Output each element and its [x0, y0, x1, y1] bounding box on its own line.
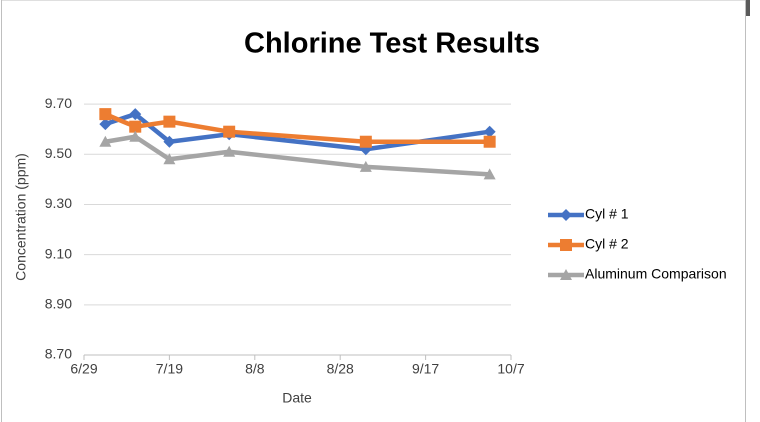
legend-label: Aluminum Comparison	[585, 266, 727, 282]
x-tick-label: 8/8	[245, 361, 265, 377]
x-tick-label: 9/17	[412, 361, 439, 377]
marker	[99, 108, 112, 121]
marker	[483, 135, 496, 148]
marker	[129, 108, 142, 121]
marker	[359, 160, 372, 172]
marker	[483, 125, 496, 138]
marker	[483, 168, 496, 180]
marker	[560, 269, 572, 280]
marker	[163, 115, 176, 128]
x-tick-label: 6/29	[70, 361, 97, 377]
y-axis-label: Concentration (ppm)	[13, 153, 29, 281]
marker	[129, 120, 142, 133]
legend-label: Cyl # 1	[585, 206, 629, 222]
y-tick-label: 9.30	[45, 195, 72, 211]
marker	[99, 118, 112, 131]
marker	[223, 125, 236, 138]
y-tick-label: 9.10	[45, 245, 72, 261]
marker	[129, 130, 142, 142]
x-tick-label: 7/19	[156, 361, 183, 377]
marker	[560, 209, 572, 221]
marker	[163, 135, 176, 148]
marker	[99, 135, 112, 147]
y-tick-label: 8.90	[45, 296, 72, 312]
legend-label: Cyl # 2	[585, 236, 629, 252]
marker	[163, 153, 176, 165]
marker	[359, 135, 372, 148]
x-tick-label: 8/28	[327, 361, 354, 377]
y-tick-label: 9.50	[45, 145, 72, 161]
marker	[560, 239, 572, 251]
x-tick-label: 10/7	[497, 361, 524, 377]
y-tick-label: 8.70	[45, 346, 72, 362]
y-tick-label: 9.70	[45, 95, 72, 111]
chart-title: Chlorine Test Results	[244, 28, 540, 60]
series-line	[104, 111, 490, 152]
x-axis-label: Date	[282, 390, 312, 406]
series-line	[104, 134, 490, 177]
marker	[223, 145, 236, 157]
